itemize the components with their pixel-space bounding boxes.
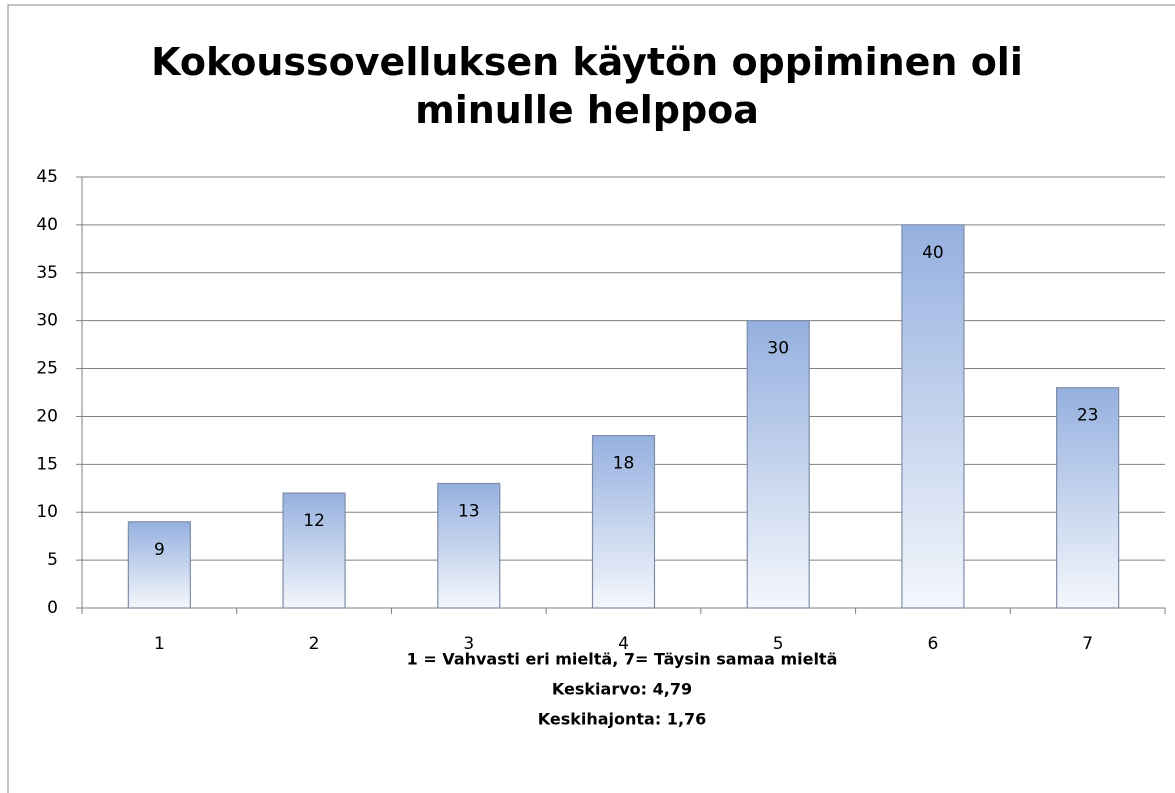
y-tick-label: 35 bbox=[36, 263, 58, 283]
data-label: 30 bbox=[767, 339, 789, 359]
y-tick-label: 5 bbox=[47, 550, 58, 570]
bar bbox=[746, 320, 810, 609]
x-tick-label: 4 bbox=[618, 634, 629, 654]
data-label: 18 bbox=[613, 454, 635, 474]
bar bbox=[437, 482, 501, 609]
bar bbox=[1056, 387, 1120, 609]
data-label: 23 bbox=[1077, 406, 1099, 426]
bar bbox=[127, 521, 191, 609]
data-label: 13 bbox=[458, 501, 480, 521]
x-tick-label: 1 bbox=[154, 634, 165, 654]
annotation: Keskihajonta: 1,76 bbox=[538, 710, 707, 729]
x-tick-label: 3 bbox=[463, 634, 474, 654]
y-tick-label: 20 bbox=[36, 406, 58, 426]
data-label: 9 bbox=[154, 540, 165, 560]
bar bbox=[282, 492, 346, 609]
bar bbox=[591, 435, 656, 609]
annotation: Keskiarvo: 4,79 bbox=[552, 680, 692, 699]
x-tick-label: 2 bbox=[309, 634, 320, 654]
y-tick-label: 30 bbox=[36, 311, 58, 331]
frame bbox=[7, 4, 1175, 793]
y-tick-label: 15 bbox=[36, 454, 58, 474]
x-tick-label: 5 bbox=[773, 634, 784, 654]
y-tick-label: 25 bbox=[36, 359, 58, 379]
y-tick-label: 45 bbox=[36, 167, 58, 187]
data-label: 12 bbox=[303, 511, 325, 531]
chart-title: Kokoussovelluksen käytön oppiminen oli m… bbox=[151, 40, 1023, 132]
y-tick-label: 10 bbox=[36, 502, 58, 522]
x-tick-label: 6 bbox=[928, 634, 939, 654]
y-tick-label: 0 bbox=[47, 598, 58, 618]
x-tick-label: 7 bbox=[1082, 634, 1093, 654]
y-tick-label: 40 bbox=[36, 215, 58, 235]
bar bbox=[901, 224, 965, 609]
x-axis-label: 1 = Vahvasti eri mieltä, 7= Täysin samaa… bbox=[407, 650, 838, 669]
data-label: 40 bbox=[922, 243, 944, 263]
